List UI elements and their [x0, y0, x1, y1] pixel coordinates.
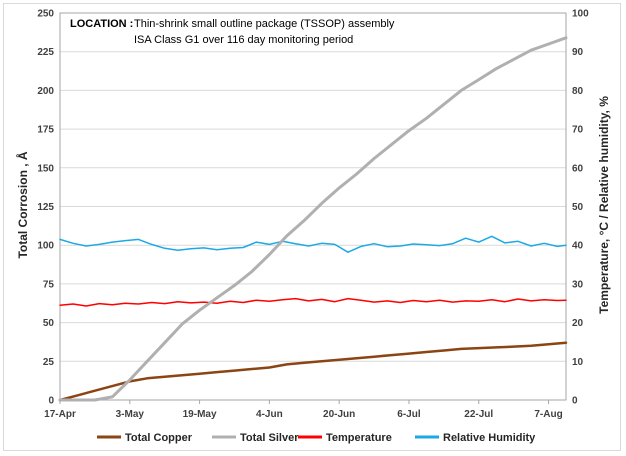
- y2-tick-label: 10: [572, 357, 584, 368]
- right-axis-ticks: 0 10 20 30 40 50 60 70 80 90 100: [572, 9, 589, 407]
- x-tick-label: 22-Jul: [464, 409, 493, 420]
- y2-axis-title: Temperature, °C / Relative humidity, %: [597, 96, 611, 314]
- series-layer: [58, 36, 568, 402]
- legend: Total Copper Total Silver Temperature Relat…: [97, 432, 536, 444]
- y-tick-label: 150: [37, 163, 54, 174]
- legend-label-temperature: Temperature: [326, 432, 392, 444]
- series-line-total-silver: [58, 36, 568, 402]
- x-tick-label: 19-May: [183, 409, 217, 420]
- y-tick-label: 250: [37, 9, 54, 20]
- y2-tick-label: 80: [572, 86, 584, 97]
- legend-label-relative-humidity: Relative Humidity: [443, 432, 536, 444]
- y-tick-label: 25: [43, 357, 55, 368]
- left-axis-ticks: 0 25 50 75 100 125 150 175 200 225 250: [37, 9, 54, 407]
- y2-tick-label: 0: [572, 396, 578, 407]
- x-tick-label: 4-Jun: [256, 409, 283, 420]
- y-tick-label: 100: [37, 241, 54, 252]
- series-line-relative-humidity: [59, 235, 567, 253]
- y2-tick-label: 70: [572, 125, 584, 136]
- y-tick-label: 200: [37, 86, 54, 97]
- y-tick-label: 175: [37, 125, 54, 136]
- x-axis-ticks: 17-Apr 3-May 19-May 4-Jun 20-Jun 6-Jul 22-Jul 7…: [44, 400, 563, 420]
- y2-tick-label: 90: [572, 47, 584, 58]
- y2-tick-label: 40: [572, 241, 584, 252]
- legend-label-total-silver: Total Silver: [240, 432, 299, 444]
- y2-tick-label: 20: [572, 318, 584, 329]
- x-tick-label: 17-Apr: [44, 409, 76, 420]
- y2-tick-label: 100: [572, 9, 589, 20]
- annotation-line-1: Thin-shrink small outline package (TSSOP…: [134, 18, 395, 30]
- y-axis-title: Total Corrosion , Å: [15, 151, 30, 258]
- x-tick-label: 7-Aug: [534, 409, 562, 420]
- y-tick-label: 0: [48, 396, 54, 407]
- y-tick-label: 50: [43, 318, 55, 329]
- plot-area: [59, 12, 567, 401]
- x-tick-label: 6-Jul: [397, 409, 421, 420]
- series-line-temperature: [59, 297, 567, 307]
- y2-tick-label: 30: [572, 279, 584, 290]
- x-tick-label: 20-Jun: [323, 409, 355, 420]
- series-line-total-copper: [58, 341, 568, 402]
- chart-frame: [3, 3, 621, 451]
- legend-label-total-copper: Total Copper: [125, 432, 193, 444]
- x-tick-label: 3-May: [116, 409, 145, 420]
- y-tick-label: 225: [37, 47, 54, 58]
- annotation-label: LOCATION :: [70, 18, 133, 30]
- y2-tick-label: 60: [572, 163, 584, 174]
- y2-tick-label: 50: [572, 202, 584, 213]
- y-tick-label: 75: [43, 279, 55, 290]
- annotation-line-2: ISA Class G1 over 116 day monitoring per…: [134, 34, 353, 46]
- y-tick-label: 125: [37, 202, 54, 213]
